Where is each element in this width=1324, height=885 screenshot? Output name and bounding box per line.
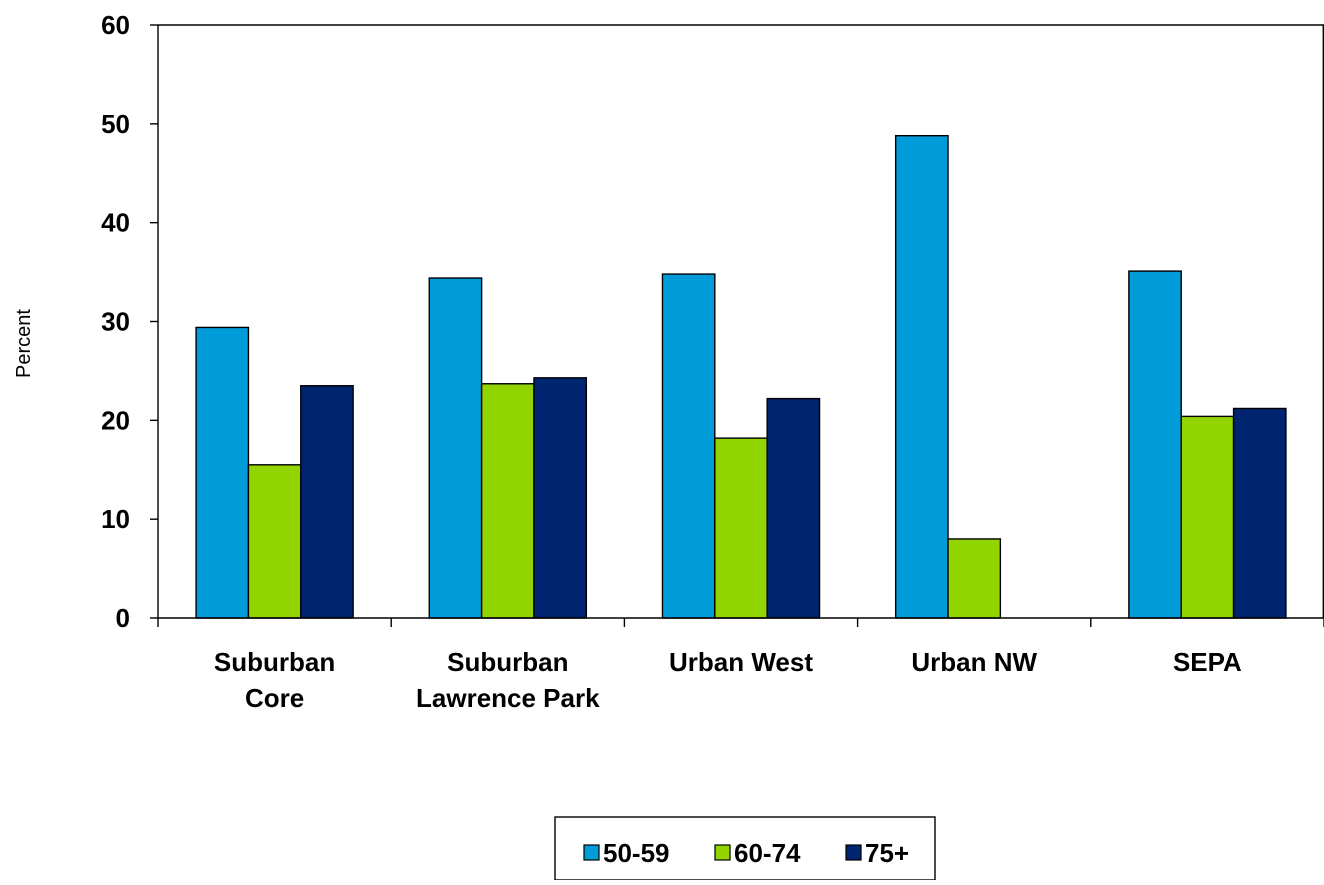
bar-50-59-0 xyxy=(195,326,250,619)
x-tick-label: Core xyxy=(245,683,304,713)
bar-75+-1 xyxy=(533,377,588,619)
x-tick-label: Suburban xyxy=(447,647,568,677)
y-tick-label: 40 xyxy=(101,208,130,238)
x-tick-label: Urban NW xyxy=(911,647,1037,677)
bar-50-59-3 xyxy=(894,134,949,619)
bar-75+-4 xyxy=(1232,407,1287,619)
bar-60-74-0 xyxy=(247,464,302,619)
x-tick-label: Lawrence Park xyxy=(416,683,600,713)
legend-swatch-75+ xyxy=(845,844,862,861)
y-axis-title: Percent xyxy=(13,309,35,378)
bar-60-74-4 xyxy=(1180,415,1235,619)
legend-label-75+: 75+ xyxy=(865,838,909,868)
bars-layer xyxy=(195,134,1287,619)
bar-60-74-1 xyxy=(480,383,535,619)
x-tick-label: Urban West xyxy=(669,647,813,677)
bar-75+-0 xyxy=(300,385,354,619)
legend-swatch-50-59 xyxy=(583,844,600,861)
y-tick-label: 20 xyxy=(101,405,130,435)
labels-layer: 0 10 20 30 40 50 60 Suburban Core Suburban Lawrenc… xyxy=(101,10,1242,713)
bar-50-59-4 xyxy=(1128,270,1182,619)
y-tick-label: 0 xyxy=(116,603,130,633)
x-tick-label: Suburban xyxy=(214,647,335,677)
y-tick-label: 30 xyxy=(101,307,130,337)
legend: 50-59 60-74 75+ xyxy=(554,816,936,881)
bar-50-59-2 xyxy=(661,273,716,619)
y-tick-label: 60 xyxy=(101,10,130,40)
legend-label-50-59: 50-59 xyxy=(603,838,670,868)
axes-layer xyxy=(150,24,1324,627)
x-tick-label: SEPA xyxy=(1173,647,1242,677)
legend-label-60-74: 60-74 xyxy=(734,838,801,868)
y-tick-label: 50 xyxy=(101,109,130,139)
bar-60-74-3 xyxy=(947,538,1002,619)
bar-60-74-2 xyxy=(714,437,768,619)
bar-75+-2 xyxy=(766,397,821,619)
y-tick-label: 10 xyxy=(101,504,130,534)
legend-box xyxy=(554,816,936,881)
bar-50-59-1 xyxy=(428,277,483,619)
legend-swatch-60-74 xyxy=(714,844,731,861)
